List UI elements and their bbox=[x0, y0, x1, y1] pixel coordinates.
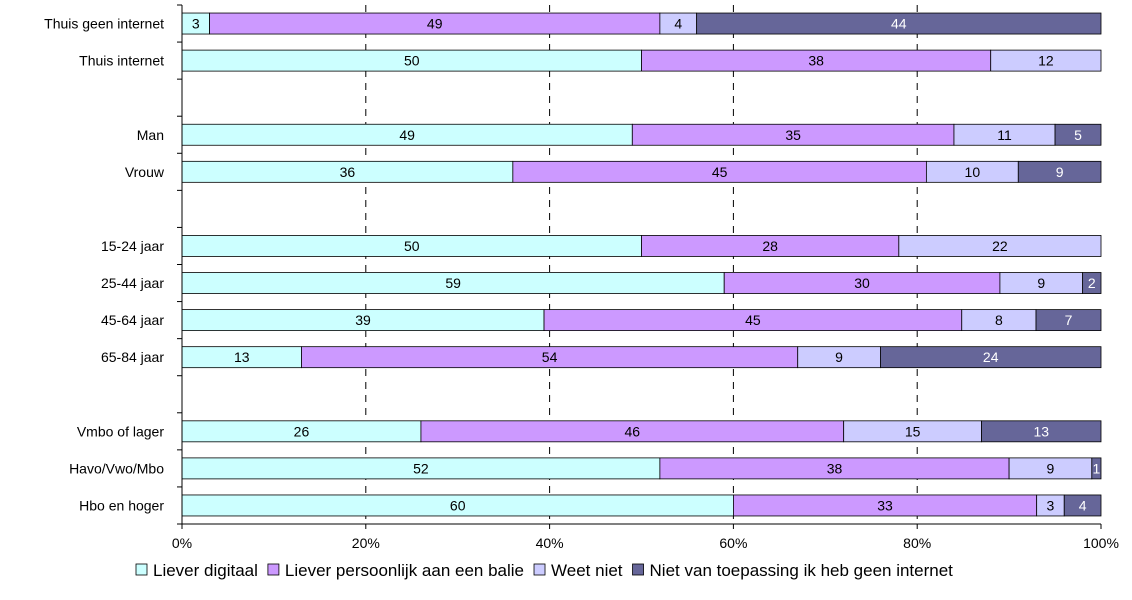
data-label-s3-r7: 2 bbox=[1088, 275, 1096, 291]
category-label-3: Man bbox=[137, 127, 164, 143]
data-label-s2-r9: 9 bbox=[835, 349, 843, 365]
category-labels: Thuis geen internet Thuis internet Man Vrou… bbox=[44, 16, 165, 514]
data-label-s2-r12: 9 bbox=[1047, 460, 1055, 476]
data-label-s3-r4: 9 bbox=[1056, 164, 1064, 180]
data-label-s1-r11: 46 bbox=[625, 423, 641, 439]
bar-segment-s3-r13 bbox=[1063, 494, 1102, 517]
data-label-s1-r4: 45 bbox=[712, 164, 728, 180]
x-tick-label-4: 80% bbox=[903, 535, 931, 551]
data-label-s2-r0: 4 bbox=[674, 16, 682, 32]
data-label-s2-r11: 15 bbox=[905, 423, 921, 439]
data-label-s2-r3: 11 bbox=[997, 127, 1012, 143]
data-label-s3-r13: 4 bbox=[1079, 497, 1087, 513]
legend-swatch-3 bbox=[632, 563, 644, 576]
data-label-s3-r9: 24 bbox=[983, 349, 999, 365]
category-label-11: Vmbo of lager bbox=[77, 423, 164, 439]
data-label-s1-r0: 49 bbox=[427, 16, 443, 32]
legend-swatch-2 bbox=[533, 563, 546, 576]
legend-label-0: Liever digitaal bbox=[153, 561, 258, 580]
category-label-4: Vrouw bbox=[125, 164, 165, 180]
data-label-s3-r12: 1 bbox=[1093, 460, 1101, 476]
x-tick-label-0: 0% bbox=[172, 535, 192, 551]
category-label-9: 65-84 jaar bbox=[101, 349, 164, 365]
data-label-s0-r4: 36 bbox=[340, 164, 356, 180]
bar-segment-s3-r9 bbox=[880, 346, 1102, 369]
data-label-s1-r8: 45 bbox=[745, 312, 761, 328]
x-tick-label-3: 60% bbox=[719, 535, 747, 551]
category-label-13: Hbo en hoger bbox=[79, 497, 164, 513]
data-label-s2-r1: 12 bbox=[1038, 53, 1054, 69]
data-label-s1-r3: 35 bbox=[785, 127, 801, 143]
category-label-12: Havo/Vwo/Mbo bbox=[69, 460, 164, 476]
legend-swatch-1 bbox=[267, 563, 280, 576]
legend-swatch-0 bbox=[135, 563, 148, 576]
bar-segment-s3-r4 bbox=[1017, 160, 1102, 183]
data-label-s2-r13: 3 bbox=[1047, 497, 1055, 513]
data-label-s3-r3: 5 bbox=[1074, 127, 1082, 143]
data-label-s3-r8: 7 bbox=[1065, 312, 1073, 328]
data-label-s3-r0: 44 bbox=[891, 16, 907, 32]
data-label-s1-r13: 33 bbox=[877, 497, 893, 513]
category-label-0: Thuis geen internet bbox=[44, 16, 164, 32]
category-label-1: Thuis internet bbox=[79, 53, 164, 69]
bar-segment-s3-r7 bbox=[1082, 272, 1102, 294]
bar-segment-s3-r12 bbox=[1091, 457, 1102, 480]
bar-segment-s3-r3 bbox=[1054, 123, 1102, 146]
data-label-s1-r7: 30 bbox=[854, 275, 870, 291]
bar-segment-s3-r8 bbox=[1035, 309, 1102, 332]
bar-segment-s3-r0 bbox=[696, 12, 1102, 35]
legend-label-1: Liever persoonlijk aan een balie bbox=[285, 561, 524, 580]
data-label-s0-r9: 13 bbox=[234, 349, 250, 365]
legend-label-2: Weet niet bbox=[551, 561, 623, 580]
axes bbox=[177, 4, 1102, 529]
bar-segment-s3-r11 bbox=[981, 420, 1102, 443]
category-label-6: 15-24 jaar bbox=[101, 238, 164, 254]
bar-segment-s2-r6 bbox=[898, 235, 1102, 257]
bar-segment-s2-r1 bbox=[990, 49, 1102, 72]
category-label-7: 25-44 jaar bbox=[101, 275, 164, 291]
data-label-s0-r12: 52 bbox=[413, 460, 429, 476]
category-label-8: 45-64 jaar bbox=[101, 312, 164, 328]
data-label-s0-r3: 49 bbox=[399, 127, 415, 143]
data-label-s0-r13: 60 bbox=[450, 497, 466, 513]
x-tick-label-5: 100% bbox=[1083, 535, 1119, 551]
data-label-s1-r12: 38 bbox=[827, 460, 843, 476]
data-label-s1-r9: 54 bbox=[542, 349, 558, 365]
x-tick-label-2: 40% bbox=[536, 535, 564, 551]
data-label-s2-r6: 22 bbox=[992, 238, 1008, 254]
data-label-s0-r0: 3 bbox=[192, 16, 200, 32]
data-label-s0-r1: 50 bbox=[404, 53, 420, 69]
data-label-s0-r11: 26 bbox=[294, 423, 310, 439]
x-tick-label-1: 20% bbox=[352, 535, 380, 551]
data-label-s2-r7: 9 bbox=[1037, 275, 1045, 291]
legend-label-3: Niet van toepassing ik heb geen internet bbox=[650, 561, 954, 580]
data-label-s1-r1: 38 bbox=[808, 53, 824, 69]
gridlines bbox=[365, 5, 918, 524]
data-label-s2-r8: 8 bbox=[995, 312, 1003, 328]
x-tick-labels: 0% 20% 40% 60% 80% 100% bbox=[172, 535, 1119, 551]
data-label-s0-r7: 59 bbox=[445, 275, 461, 291]
data-label-s2-r4: 10 bbox=[965, 164, 981, 180]
data-label-s0-r6: 50 bbox=[404, 238, 420, 254]
data-label-s3-r11: 13 bbox=[1033, 423, 1049, 439]
legend: Liever digitaal Liever persoonlijk aan ee… bbox=[135, 561, 954, 580]
data-label-s0-r8: 39 bbox=[355, 312, 371, 328]
data-label-s1-r6: 28 bbox=[762, 238, 778, 254]
